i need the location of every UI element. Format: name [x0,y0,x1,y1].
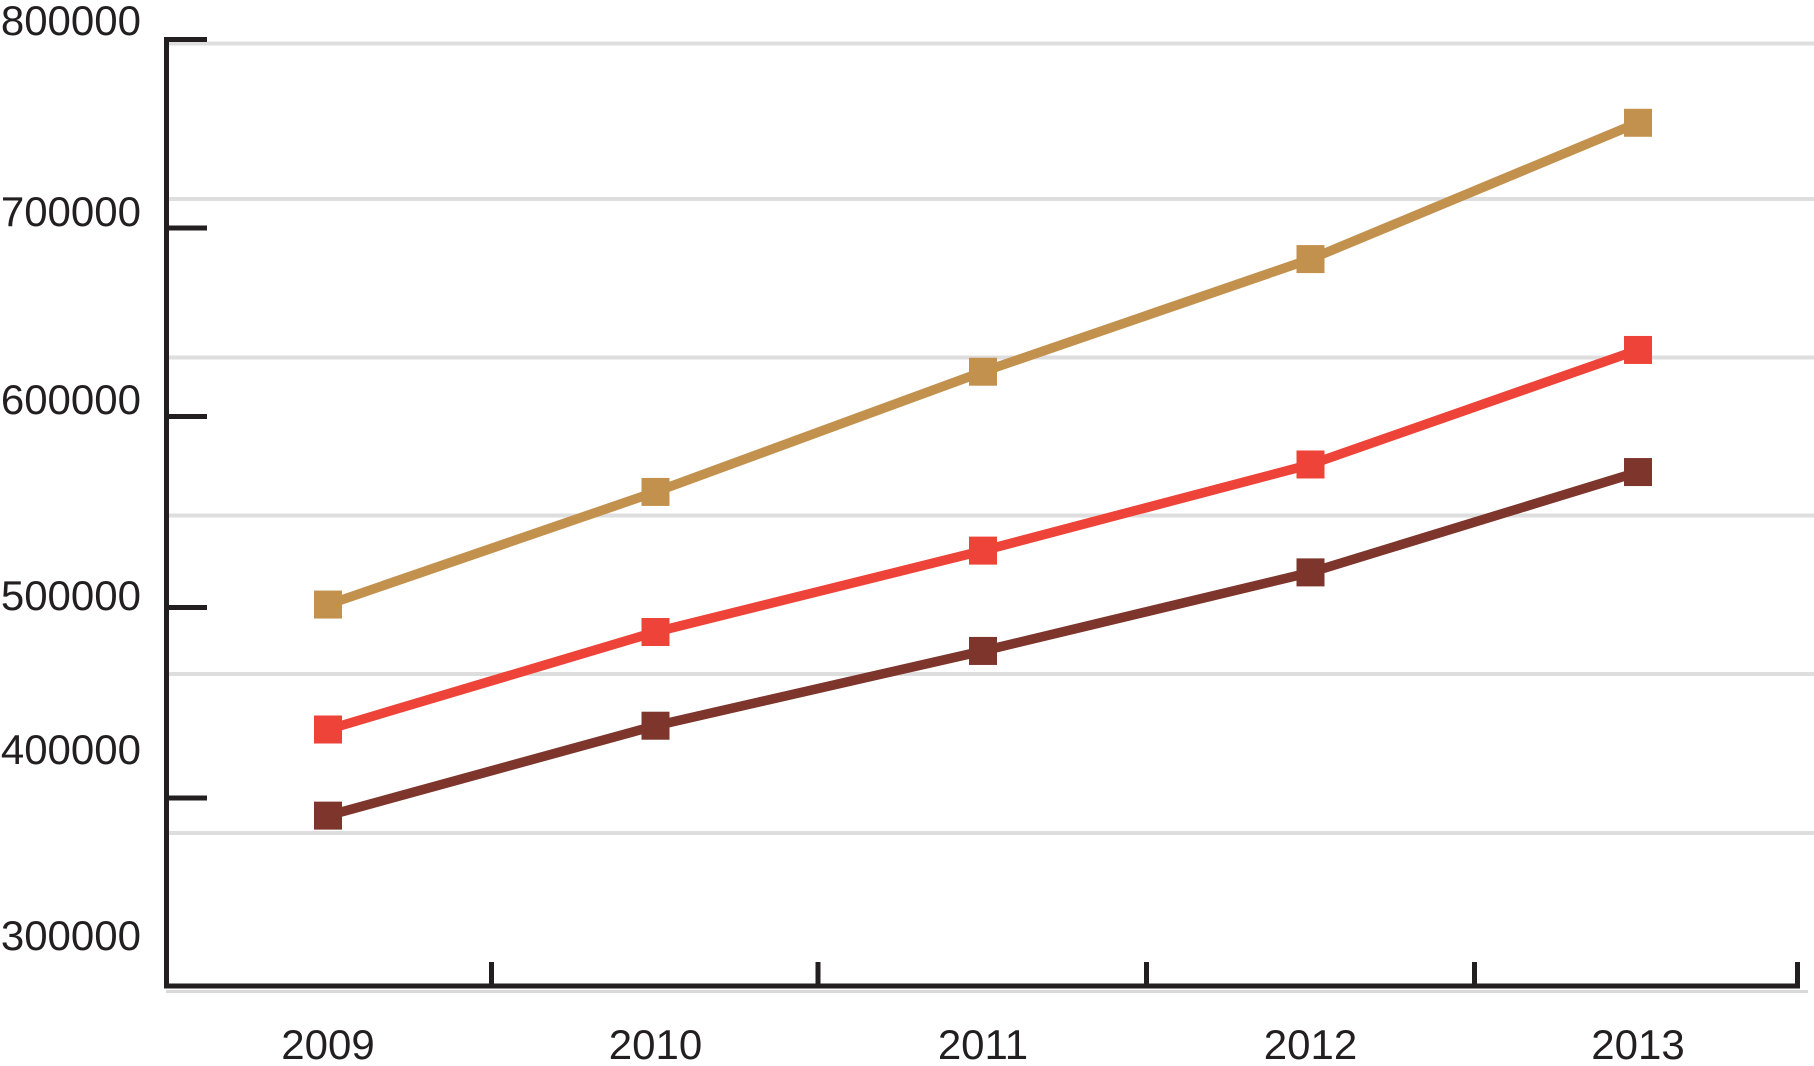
x-axis-tick-label-2012: 2012 [1263,1021,1358,1066]
x-axis-tick-label-2009: 2009 [281,1021,375,1066]
y-axis-tick-label-800000: 800000 [0,0,141,44]
y-axis-tick-label-700000: 700000 [0,188,141,235]
x-axis-tick-label-2011: 2011 [937,1021,1029,1066]
data-point-marker-top-line-tan-2012 [1296,245,1325,274]
data-point-marker-bottom-line-maroon-2010 [641,711,670,740]
data-point-marker-middle-line-red-2011 [969,536,997,565]
x-axis-tick-label-2013: 2013 [1591,1021,1685,1066]
data-point-marker-middle-line-red-2010 [641,618,670,647]
data-point-marker-bottom-line-maroon-2011 [969,636,997,665]
data-point-marker-bottom-line-maroon-2012 [1296,558,1325,587]
data-point-marker-top-line-tan-2009 [314,590,342,619]
x-axis-tick-label-2010: 2010 [608,1021,703,1066]
data-point-marker-top-line-tan-2011 [969,357,997,386]
data-point-marker-top-line-tan-2013 [1624,108,1652,137]
data-point-marker-top-line-tan-2010 [641,477,670,506]
data-point-marker-middle-line-red-2012 [1296,450,1325,479]
y-axis-tick-label-600000: 600000 [0,376,141,423]
y-axis-tick-label-500000: 500000 [0,572,141,619]
data-point-marker-bottom-line-maroon-2009 [314,801,342,830]
data-point-marker-bottom-line-maroon-2013 [1624,458,1652,487]
y-axis-tick-label-400000: 400000 [0,726,141,773]
y-axis-tick-label-300000: 300000 [0,912,141,959]
data-point-marker-middle-line-red-2009 [314,715,342,744]
data-point-marker-middle-line-red-2013 [1624,335,1652,364]
